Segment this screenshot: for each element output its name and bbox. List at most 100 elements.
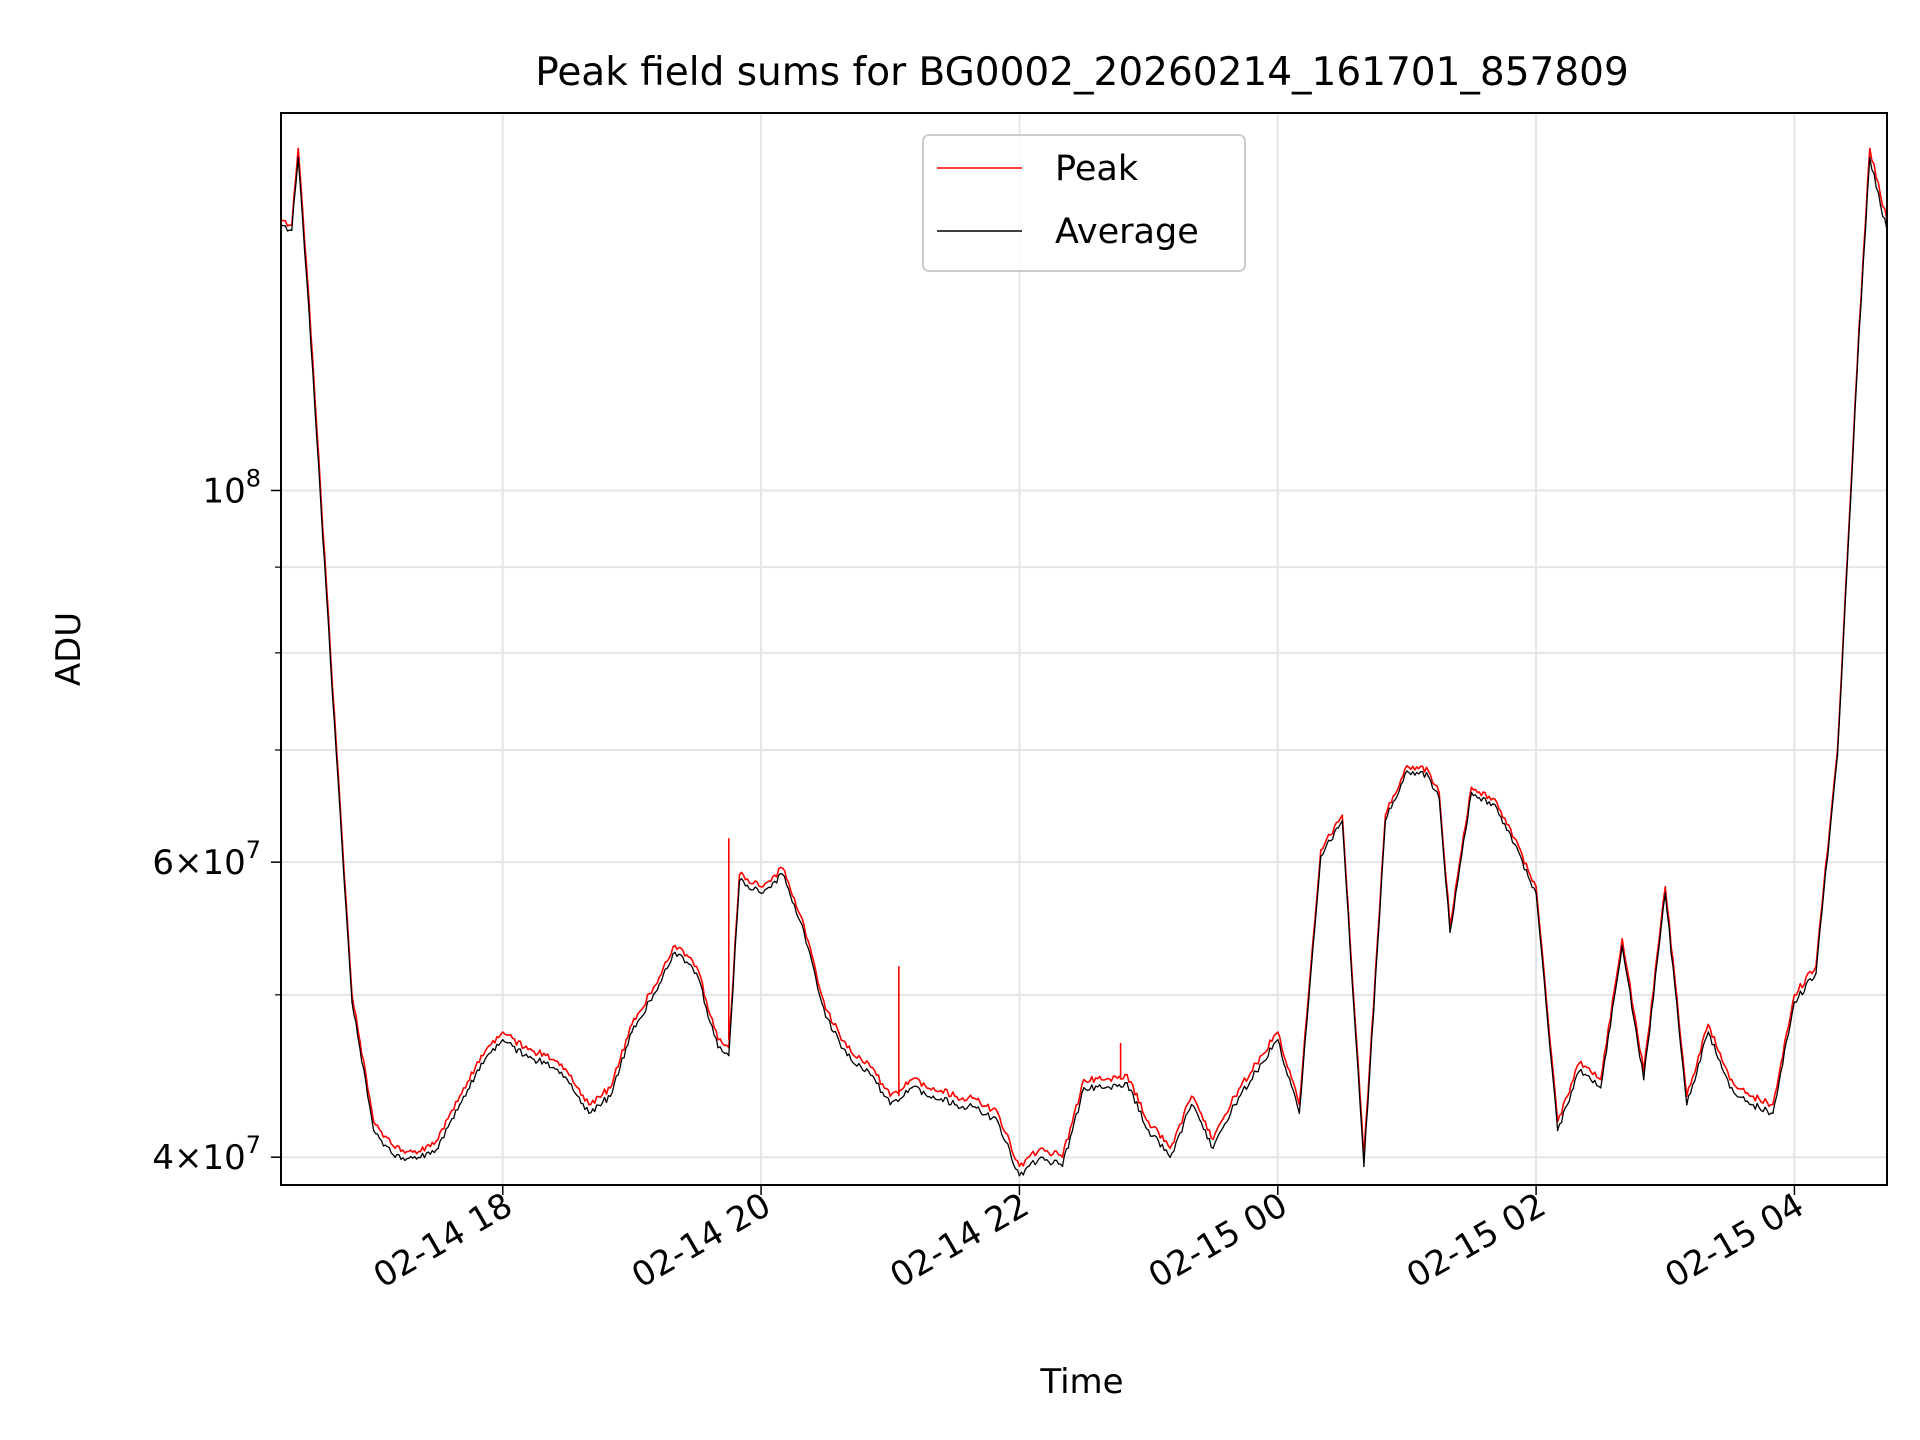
data-point xyxy=(1384,814,1387,816)
data-point xyxy=(1277,1031,1279,1033)
data-point xyxy=(1707,1031,1710,1033)
data-point xyxy=(1083,1078,1085,1081)
data-point xyxy=(1621,938,1623,940)
data-point xyxy=(1772,1103,1774,1106)
data-point xyxy=(1341,814,1344,816)
data-point xyxy=(1147,1129,1150,1132)
legend: Peak Average xyxy=(922,134,1246,272)
data-point xyxy=(291,229,293,231)
data-point xyxy=(308,310,310,312)
data-point xyxy=(1869,147,1871,150)
data-point xyxy=(975,1107,978,1109)
data-point xyxy=(1578,1070,1580,1073)
data-point xyxy=(846,1054,848,1057)
data-point xyxy=(1686,1103,1688,1106)
data-point xyxy=(1556,1129,1559,1132)
data-point xyxy=(846,1046,848,1049)
data-point xyxy=(954,1095,956,1097)
data-point xyxy=(889,1103,891,1106)
data-point xyxy=(1406,770,1408,772)
data-point xyxy=(1147,1120,1150,1123)
data-point xyxy=(329,661,332,663)
data-point xyxy=(1255,1070,1257,1073)
data-point xyxy=(728,1054,730,1057)
data-point xyxy=(1427,770,1430,772)
data-point xyxy=(1879,204,1882,206)
data-point xyxy=(911,1087,913,1089)
data-point xyxy=(1793,1001,1796,1003)
data-point xyxy=(415,1152,418,1155)
data-point xyxy=(1104,1078,1107,1081)
data-point xyxy=(1438,792,1440,794)
data-point xyxy=(738,873,741,876)
data-point xyxy=(824,1008,827,1011)
data-point xyxy=(1729,1087,1731,1089)
data-point xyxy=(1470,786,1473,789)
data-point xyxy=(1212,1138,1214,1140)
data-point xyxy=(1750,1095,1753,1097)
data-point xyxy=(1815,972,1817,975)
data-point xyxy=(458,1103,461,1106)
data-point xyxy=(1406,765,1408,767)
data-point xyxy=(545,1062,547,1065)
data-point xyxy=(695,965,698,968)
data-point xyxy=(1750,1103,1753,1106)
data-point xyxy=(1018,1165,1021,1168)
chart-title: Peak field sums for BG0002_20260214_1617… xyxy=(535,50,1629,95)
data-point xyxy=(975,1098,978,1101)
data-point xyxy=(674,944,676,947)
data-point xyxy=(1836,754,1839,756)
data-point xyxy=(717,1046,719,1049)
data-point xyxy=(1664,886,1667,888)
data-point xyxy=(1664,892,1667,894)
y-axis: 108 6×107 4×107 xyxy=(152,464,281,1178)
data-point xyxy=(523,1054,526,1057)
data-point xyxy=(652,986,655,989)
data-point xyxy=(588,1103,590,1106)
data-point xyxy=(695,972,698,975)
data-point xyxy=(1061,1156,1064,1158)
data-point xyxy=(1190,1103,1193,1106)
data-point xyxy=(1277,1039,1279,1041)
data-point xyxy=(1320,855,1322,857)
series-layer xyxy=(280,147,1888,1177)
data-point xyxy=(501,1039,504,1041)
data-point xyxy=(674,951,676,954)
data-point xyxy=(501,1031,504,1033)
data-point xyxy=(480,1062,483,1065)
data-point xyxy=(394,1156,396,1158)
data-point xyxy=(1233,1103,1236,1106)
data-point xyxy=(1599,1087,1602,1089)
y-tick-label: 6×107 xyxy=(152,836,261,883)
plot-area-frame xyxy=(280,112,1888,1186)
data-point xyxy=(1083,1087,1085,1089)
data-point xyxy=(867,1070,870,1073)
data-point xyxy=(954,1103,956,1106)
data-point xyxy=(609,1087,612,1089)
data-point xyxy=(1061,1165,1064,1168)
data-point xyxy=(1729,1078,1731,1081)
data-point xyxy=(932,1087,935,1089)
data-point xyxy=(1470,792,1473,794)
data-point xyxy=(1212,1147,1214,1149)
data-point xyxy=(394,1147,396,1149)
data-point xyxy=(1169,1147,1171,1149)
data-point xyxy=(1535,892,1537,894)
data-point xyxy=(1772,1112,1774,1114)
data-point xyxy=(1255,1062,1257,1065)
data-point xyxy=(566,1070,569,1073)
data-point xyxy=(997,1112,999,1114)
data-point xyxy=(523,1046,526,1049)
data-point xyxy=(1233,1095,1236,1097)
data-point xyxy=(1513,837,1516,840)
data-point xyxy=(1793,994,1796,996)
data-point xyxy=(1707,1023,1710,1026)
y-axis-label: ADU xyxy=(49,612,89,686)
data-point xyxy=(631,1023,633,1026)
data-point xyxy=(824,1016,827,1018)
series-average xyxy=(280,156,1888,1177)
data-point xyxy=(1535,886,1537,888)
data-point xyxy=(1040,1156,1042,1158)
data-point xyxy=(997,1120,999,1123)
data-point xyxy=(415,1158,418,1160)
